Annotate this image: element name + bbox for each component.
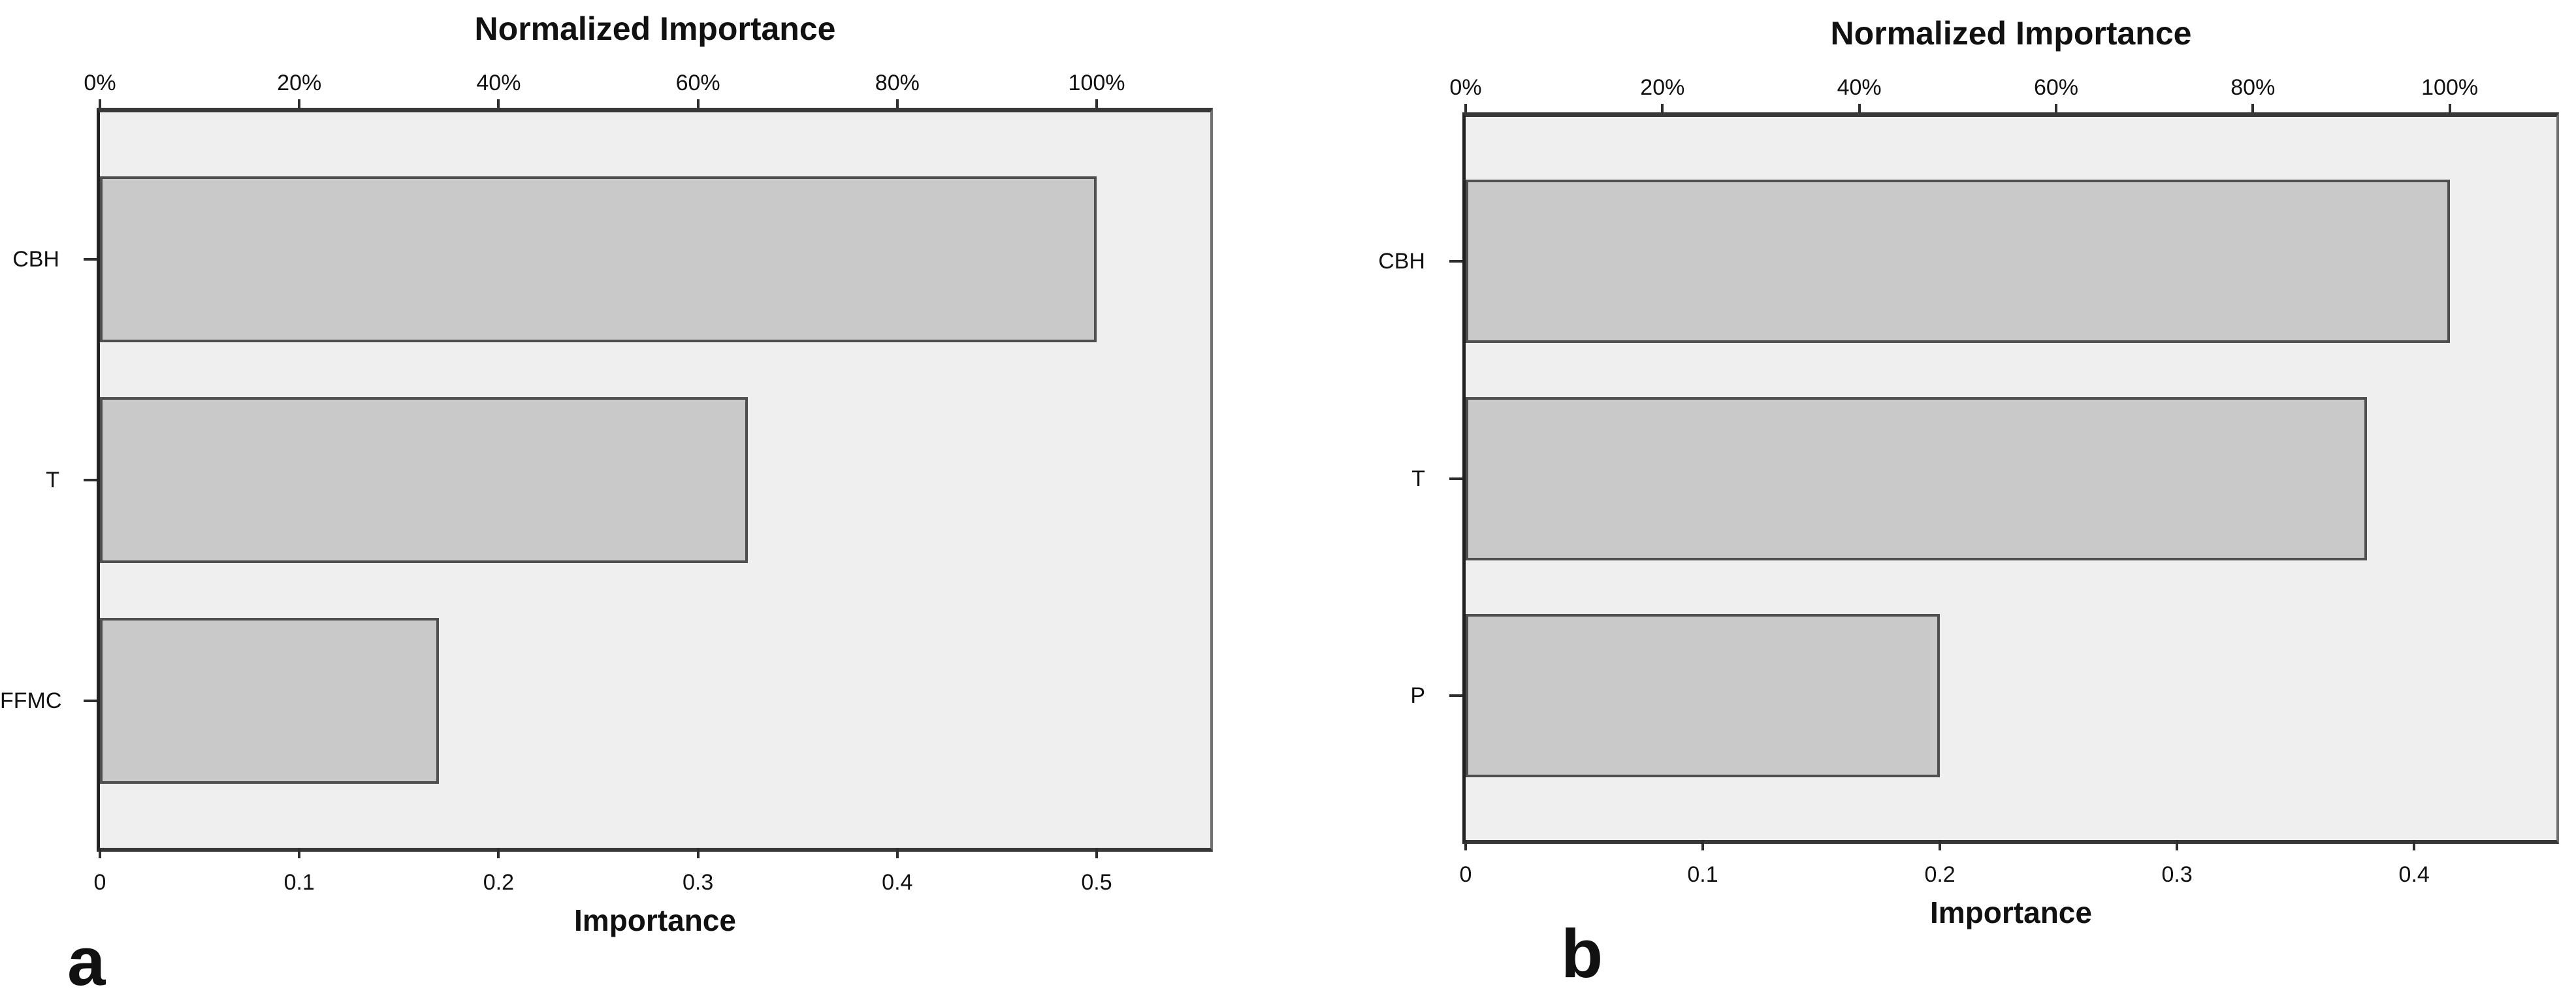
top-axis-tick bbox=[1661, 104, 1664, 117]
plot-area bbox=[1462, 112, 2559, 844]
x-axis-tick bbox=[1701, 840, 1705, 850]
category-axis-tick bbox=[1449, 694, 1462, 697]
top-axis-tick bbox=[2251, 104, 2255, 117]
x-axis-tick bbox=[2176, 840, 2179, 850]
category-axis-tick bbox=[1449, 477, 1462, 480]
top-axis-tick bbox=[2054, 104, 2057, 117]
category-label-ffmc: FFMC bbox=[0, 688, 62, 713]
x-axis-tick bbox=[895, 848, 899, 858]
x-axis-tick-label: 0.2 bbox=[1924, 862, 1956, 887]
x-axis-tick bbox=[2413, 840, 2416, 850]
category-label-t: T bbox=[46, 468, 59, 492]
x-axis-title: Importance bbox=[574, 903, 736, 937]
category-label-cbh: CBH bbox=[12, 247, 59, 272]
category-axis-tick bbox=[84, 258, 97, 261]
top-axis-tick bbox=[298, 99, 301, 112]
top-axis-tick bbox=[497, 99, 500, 112]
x-axis-tick-label: 0.3 bbox=[2161, 862, 2193, 887]
top-axis-tick-label: 100% bbox=[1068, 71, 1125, 95]
x-axis-tick-label: 0.3 bbox=[682, 870, 714, 895]
top-axis-tick-label: 0% bbox=[1449, 75, 1482, 100]
top-axis-tick-label: 60% bbox=[2033, 75, 2078, 100]
chart-title: Normalized Importance bbox=[1830, 15, 2192, 52]
category-label-t: T bbox=[1411, 466, 1425, 491]
top-axis-tick-label: 80% bbox=[2230, 75, 2276, 100]
x-axis-tick bbox=[696, 848, 700, 858]
top-axis-tick-label: 0% bbox=[84, 71, 116, 95]
bar-ffmc bbox=[100, 618, 439, 784]
category-label-p: P bbox=[1410, 683, 1425, 708]
top-axis-tick bbox=[2448, 104, 2451, 117]
x-axis-tick-label: 0 bbox=[1459, 862, 1472, 887]
x-axis-title: Importance bbox=[1930, 895, 2092, 929]
category-label-cbh: CBH bbox=[1378, 249, 1425, 274]
top-axis-tick bbox=[1095, 99, 1099, 112]
bar-p bbox=[1466, 614, 1940, 777]
x-axis-tick bbox=[1939, 840, 1942, 850]
top-axis-tick-label: 80% bbox=[875, 71, 920, 95]
top-axis-tick-label: 20% bbox=[277, 71, 322, 95]
x-axis-tick bbox=[497, 848, 500, 858]
top-axis-tick bbox=[1858, 104, 1861, 117]
category-axis-tick bbox=[1449, 260, 1462, 263]
x-axis-tick-label: 0.1 bbox=[1687, 862, 1718, 887]
top-axis-tick bbox=[99, 99, 101, 112]
x-axis-tick-label: 0.1 bbox=[283, 870, 315, 895]
x-axis-tick-label: 0.5 bbox=[1081, 870, 1112, 895]
category-axis-tick bbox=[84, 479, 97, 481]
bar-cbh bbox=[1466, 180, 2450, 343]
top-axis-tick bbox=[696, 99, 700, 112]
bar-cbh bbox=[100, 176, 1097, 342]
panel-b: Normalized Importance 0% 20% 40% 60% 80% 100% C… bbox=[1288, 0, 2576, 999]
bar-t bbox=[100, 397, 748, 563]
x-axis-tick-label: 0.2 bbox=[483, 870, 515, 895]
x-axis-tick bbox=[99, 848, 101, 858]
x-axis-tick bbox=[1095, 848, 1099, 858]
x-axis-tick-label: 0.4 bbox=[2398, 862, 2430, 887]
top-axis-tick bbox=[895, 99, 899, 112]
top-axis-tick-label: 20% bbox=[1640, 75, 1685, 100]
category-axis-tick bbox=[84, 700, 97, 702]
top-axis-tick-label: 40% bbox=[1837, 75, 1882, 100]
panel-label-b: b bbox=[1561, 916, 1603, 992]
chart-title: Normalized Importance bbox=[474, 10, 836, 47]
x-axis-tick-label: 0.4 bbox=[882, 870, 913, 895]
plot-area bbox=[97, 108, 1213, 852]
x-axis-tick bbox=[1464, 840, 1467, 850]
top-axis-tick bbox=[1464, 104, 1467, 117]
x-axis-tick bbox=[298, 848, 301, 858]
top-axis-tick-label: 40% bbox=[476, 71, 521, 95]
top-axis-tick-label: 60% bbox=[675, 71, 720, 95]
panel-a: Normalized Importance 0% 20% 40% 60% 80% 100% C… bbox=[0, 0, 1288, 999]
panel-label-a: a bbox=[67, 924, 106, 1000]
x-axis-tick-label: 0 bbox=[93, 870, 106, 895]
bar-t bbox=[1466, 397, 2367, 560]
top-axis-tick-label: 100% bbox=[2421, 75, 2479, 100]
